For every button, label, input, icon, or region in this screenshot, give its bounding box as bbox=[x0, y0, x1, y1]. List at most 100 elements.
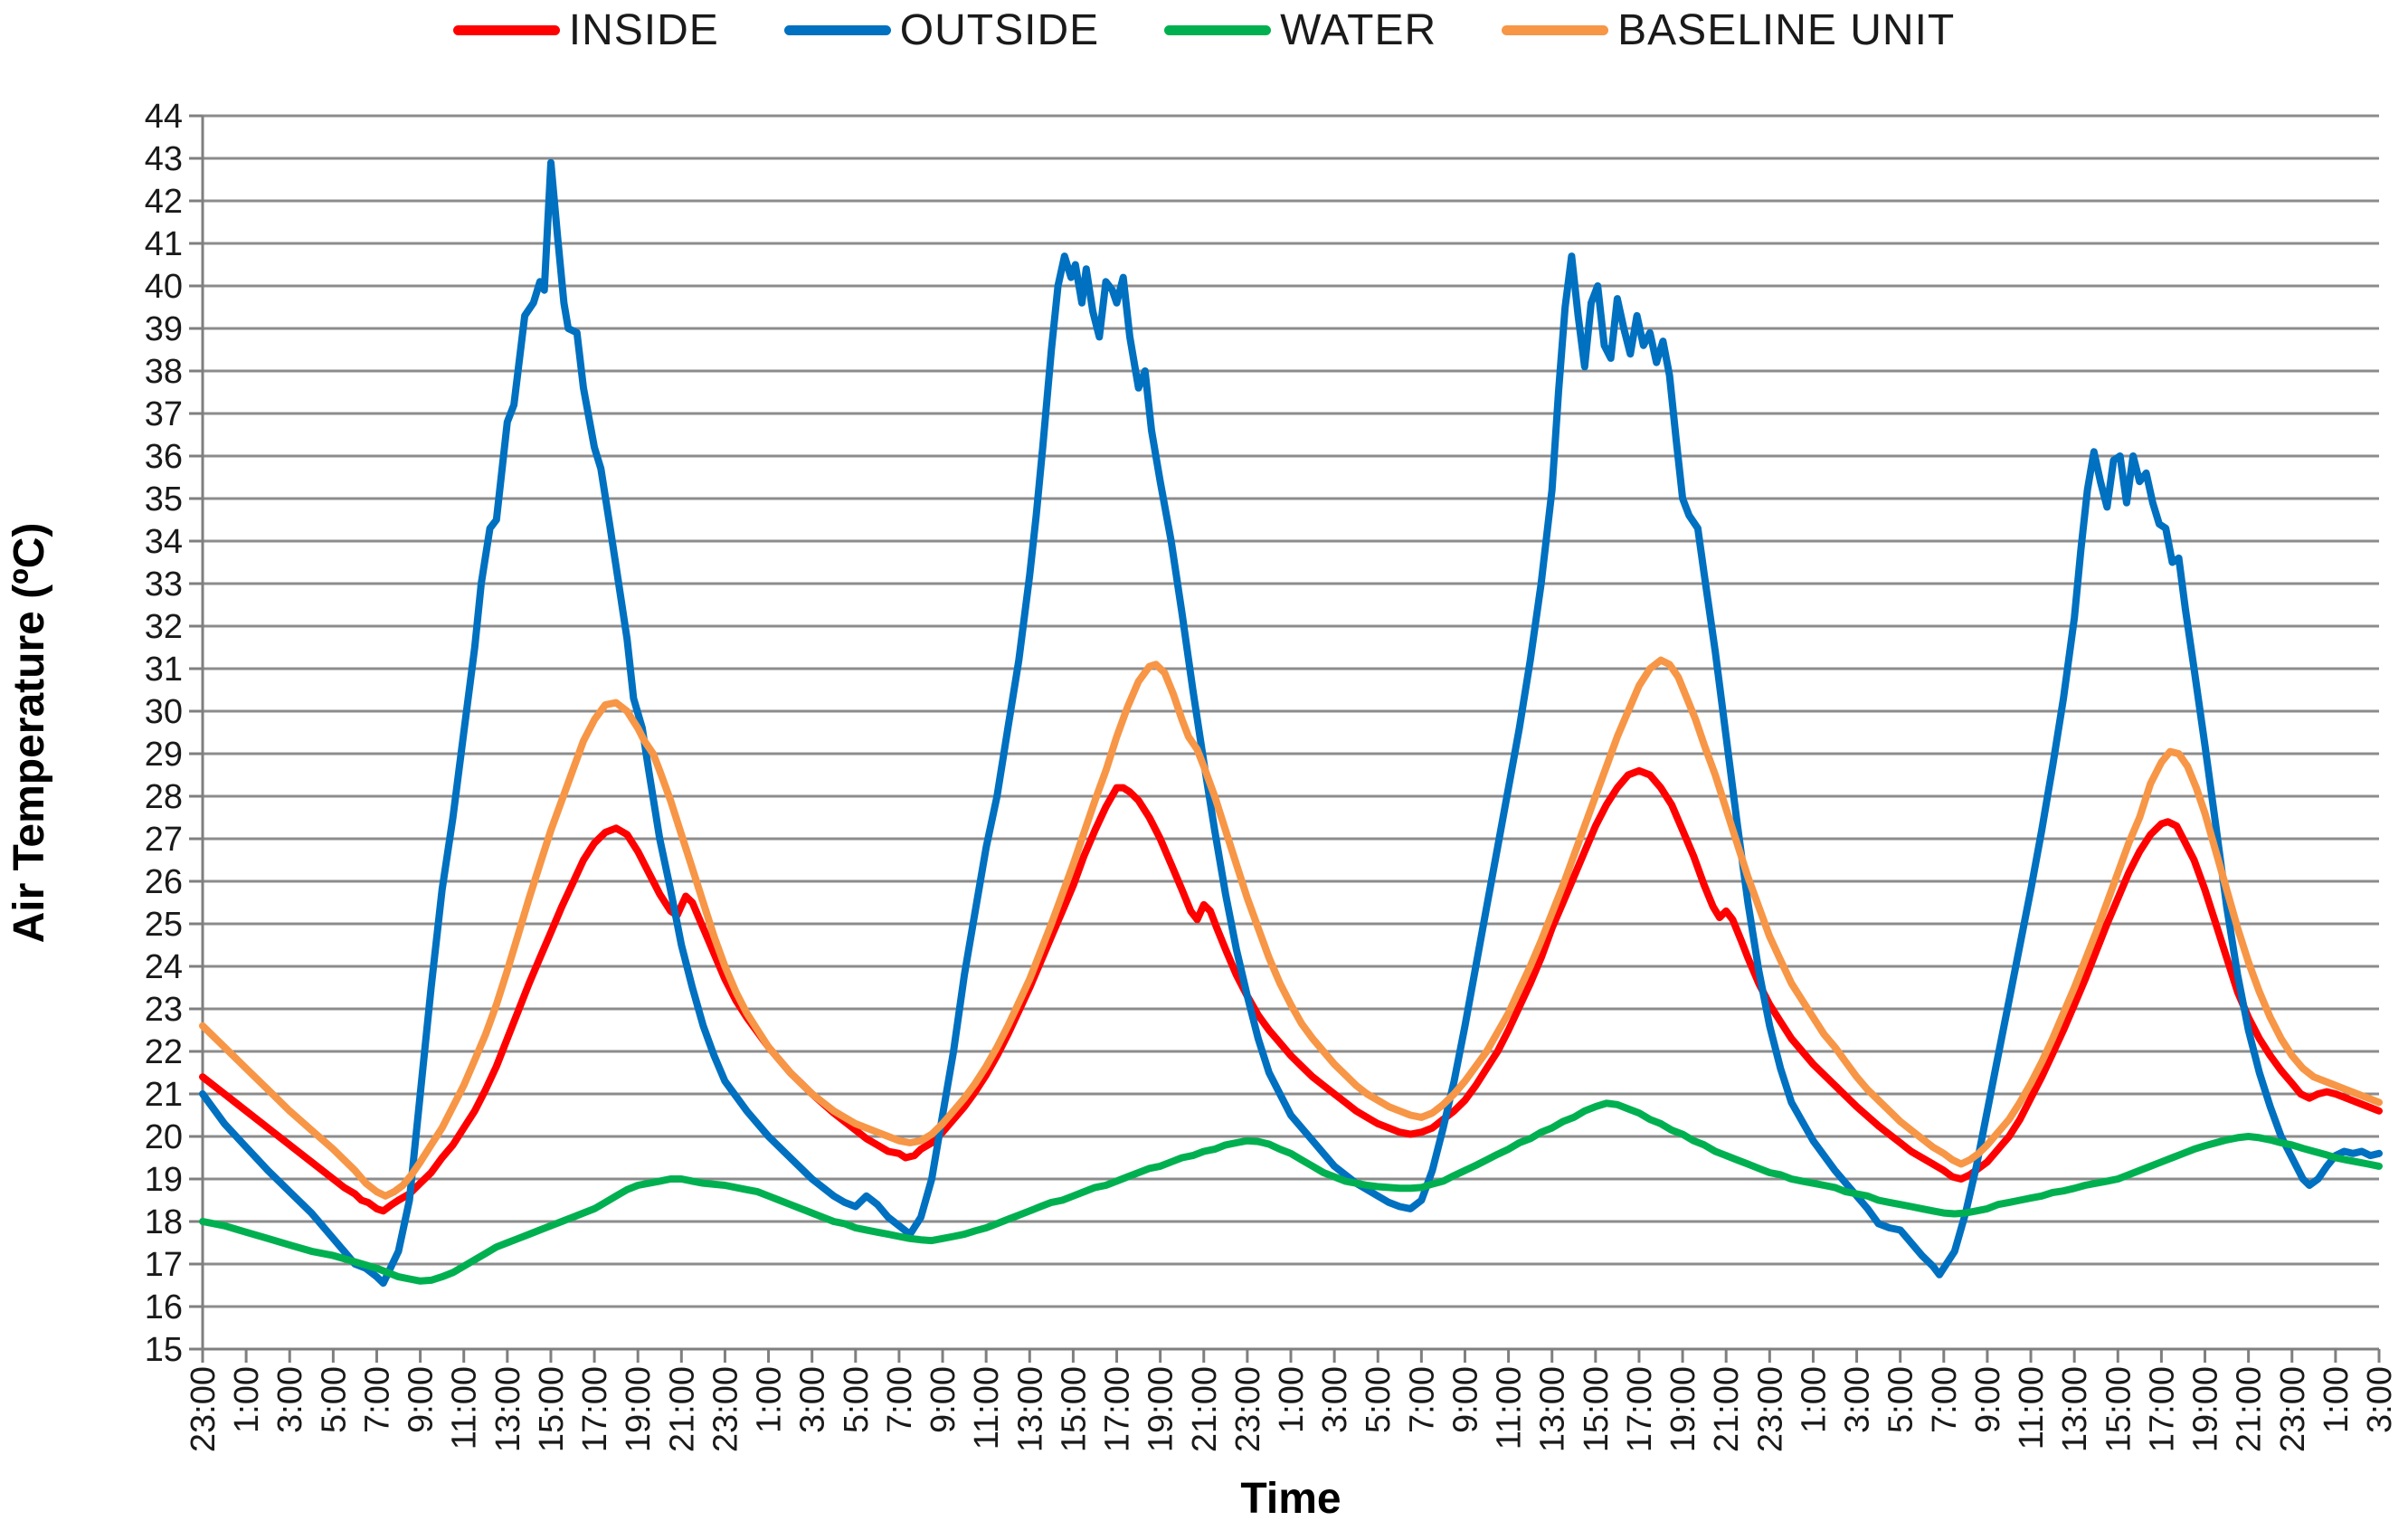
x-tick-label: 13:00 bbox=[2056, 1366, 2094, 1452]
x-tick-label: 1:00 bbox=[1273, 1366, 1311, 1433]
x-tick-label: 11:00 bbox=[1491, 1366, 1529, 1450]
y-tick-label: 35 bbox=[145, 480, 183, 518]
legend-item-inside: INSIDE bbox=[452, 5, 719, 55]
x-tick-label: 17:00 bbox=[1621, 1366, 1659, 1452]
x-tick-label: 17:00 bbox=[2143, 1366, 2181, 1452]
y-tick-label: 31 bbox=[145, 651, 183, 689]
legend-item-water: WATER bbox=[1164, 5, 1436, 55]
x-tick-label: 13:00 bbox=[489, 1366, 527, 1452]
y-tick-label: 43 bbox=[145, 140, 183, 178]
y-tick-label: 39 bbox=[145, 310, 183, 348]
series-line-baseline-unit bbox=[199, 656, 2383, 1200]
series-lines bbox=[199, 158, 2383, 1288]
x-tick-label: 9:00 bbox=[924, 1366, 962, 1433]
x-tick-label: 13:00 bbox=[1011, 1366, 1049, 1452]
x-axis-title: Time bbox=[1240, 1475, 1341, 1523]
x-tick-label: 7:00 bbox=[358, 1366, 396, 1433]
legend-item-baseline-unit: BASELINE UNIT bbox=[1502, 5, 1955, 55]
x-tick-label: 15:00 bbox=[1055, 1366, 1093, 1452]
legend-item-outside: OUTSIDE bbox=[783, 5, 1100, 55]
x-tick-label: 7:00 bbox=[1926, 1366, 1964, 1433]
legend-label: WATER bbox=[1280, 6, 1437, 54]
legend-swatch-icon bbox=[1164, 25, 1272, 35]
x-tick-label: 7:00 bbox=[881, 1366, 919, 1433]
y-tick-label: 25 bbox=[145, 906, 183, 944]
x-tick-label: 9:00 bbox=[1969, 1366, 2007, 1433]
x-tick-label: 19:00 bbox=[1142, 1366, 1180, 1452]
x-tick-label: 1:00 bbox=[228, 1366, 266, 1433]
x-tick-label: 7:00 bbox=[1403, 1366, 1441, 1433]
series-line-water bbox=[199, 1099, 2383, 1285]
x-tick-label: 3:00 bbox=[271, 1366, 309, 1433]
x-tick-label: 3:00 bbox=[1839, 1366, 1877, 1433]
x-tick-label: 9:00 bbox=[403, 1366, 441, 1433]
x-tick-label: 17:00 bbox=[1099, 1366, 1137, 1452]
y-tick-label: 16 bbox=[145, 1288, 183, 1326]
y-tick-label: 19 bbox=[145, 1161, 183, 1199]
axes bbox=[189, 114, 2381, 1363]
x-tick-label: 1:00 bbox=[751, 1366, 789, 1433]
x-tick-label: 23:00 bbox=[706, 1366, 744, 1452]
x-tick-label: 1:00 bbox=[1795, 1366, 1833, 1433]
series-line-outside bbox=[199, 158, 2383, 1288]
x-tick-label: 21:00 bbox=[1186, 1366, 1224, 1452]
x-tick-label: 23:00 bbox=[1229, 1366, 1267, 1452]
x-tick-label: 3:00 bbox=[2361, 1366, 2399, 1433]
y-tick-label: 26 bbox=[145, 863, 183, 901]
x-tick-label: 21:00 bbox=[2231, 1366, 2269, 1452]
x-tick-label: 9:00 bbox=[1446, 1366, 1484, 1433]
x-tick-label: 3:00 bbox=[1316, 1366, 1354, 1433]
y-tick-label: 33 bbox=[145, 566, 183, 604]
x-tick-label: 19:00 bbox=[1664, 1366, 1702, 1452]
x-tick-label: 1:00 bbox=[2318, 1366, 2356, 1433]
y-tick-label: 22 bbox=[145, 1033, 183, 1071]
y-tick-label: 32 bbox=[145, 608, 183, 646]
x-tick-label: 15:00 bbox=[2100, 1366, 2138, 1452]
y-tick-label: 40 bbox=[145, 268, 183, 306]
y-tick-label: 30 bbox=[145, 693, 183, 731]
legend-label: OUTSIDE bbox=[899, 6, 1100, 54]
y-tick-label: 23 bbox=[145, 991, 183, 1029]
y-tick-label: 42 bbox=[145, 183, 183, 221]
x-tick-label: 5:00 bbox=[838, 1366, 876, 1433]
y-tick-label: 18 bbox=[145, 1203, 183, 1241]
legend-label: BASELINE UNIT bbox=[1617, 6, 1956, 54]
gridlines bbox=[203, 114, 2379, 1308]
legend-label: INSIDE bbox=[568, 6, 719, 54]
tick-labels: 15 16 17 18 19 20 21 22 23 24 25 26 27 28 29 30 31 32 33 34… bbox=[145, 98, 2399, 1452]
y-tick-label: 20 bbox=[145, 1118, 183, 1156]
x-tick-label: 5:00 bbox=[315, 1366, 353, 1433]
x-tick-label: 15:00 bbox=[1578, 1366, 1616, 1452]
y-tick-label: 34 bbox=[145, 523, 183, 561]
x-tick-label: 17:00 bbox=[576, 1366, 614, 1452]
x-tick-label: 23:00 bbox=[1751, 1366, 1789, 1452]
y-tick-label: 24 bbox=[145, 948, 183, 986]
x-tick-label: 23:00 bbox=[2274, 1366, 2312, 1452]
series-line-inside bbox=[199, 766, 2383, 1215]
legend-swatch-icon bbox=[452, 25, 560, 35]
x-tick-label: 13:00 bbox=[1534, 1366, 1572, 1452]
x-tick-label: 21:00 bbox=[1708, 1366, 1746, 1452]
x-tick-label: 23:00 bbox=[185, 1366, 223, 1452]
y-tick-label: 21 bbox=[145, 1076, 183, 1114]
x-tick-label: 11:00 bbox=[2013, 1366, 2051, 1450]
x-tick-label: 5:00 bbox=[1360, 1366, 1398, 1433]
x-tick-label: 19:00 bbox=[2187, 1366, 2225, 1452]
y-tick-label: 37 bbox=[145, 395, 183, 433]
legend-swatch-icon bbox=[1502, 25, 1609, 35]
x-tick-label: 5:00 bbox=[1882, 1366, 1920, 1433]
x-tick-label: 15:00 bbox=[533, 1366, 571, 1452]
x-tick-label: 19:00 bbox=[620, 1366, 658, 1452]
y-axis-title: Air Temperature (ºC) bbox=[5, 523, 53, 944]
x-tick-label: 21:00 bbox=[663, 1366, 701, 1452]
legend: INSIDE OUTSIDE WATER BASELINE UNIT bbox=[0, 5, 2408, 55]
y-tick-label: 28 bbox=[145, 778, 183, 816]
x-tick-label: 11:00 bbox=[968, 1366, 1006, 1450]
y-tick-label: 38 bbox=[145, 353, 183, 391]
y-tick-label: 17 bbox=[145, 1246, 183, 1284]
y-tick-label: 29 bbox=[145, 736, 183, 774]
y-tick-label: 27 bbox=[145, 821, 183, 859]
y-tick-label: 44 bbox=[145, 98, 183, 136]
